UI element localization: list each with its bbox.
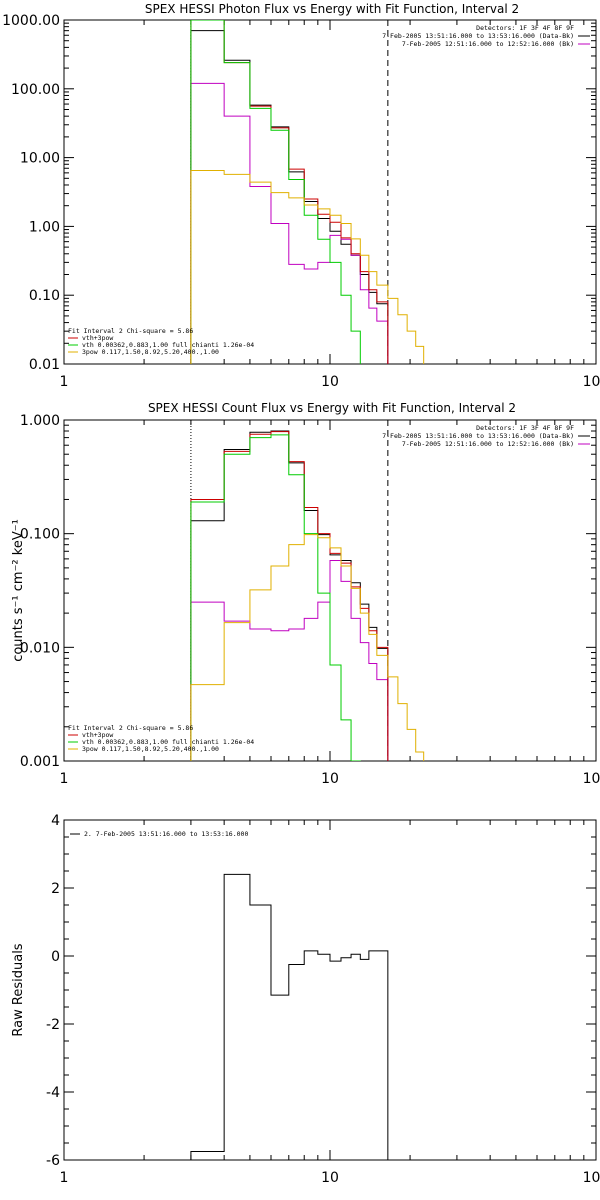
x-tick-label: 10 <box>321 771 339 787</box>
series-line-4 <box>190 169 425 364</box>
count-flux-panel: SPEX HESSI Count Flux vs Energy with Fit… <box>11 401 600 787</box>
y-tick-label: -2 <box>46 1017 60 1033</box>
y-tick-label: -6 <box>46 1153 60 1169</box>
count-panel-title: SPEX HESSI Count Flux vs Energy with Fit… <box>148 401 516 415</box>
x-tick-label: 1 <box>60 1170 69 1186</box>
legend-text: 7-Feb-2005 12:51:16.000 to 12:52:16.000 … <box>402 40 574 48</box>
residuals-plot-area: 1 10 100 4 2 0 -2 -4 -6 Raw Residuals 2. 7-Feb-200… <box>11 813 600 1186</box>
legend-text: 3pow 0.117,1.50,8.92,5.20,400.,1.00 <box>82 745 219 753</box>
x-tick-label: 1 <box>60 771 69 787</box>
legend-text: vth 0.00362,0.883,1.00 full chianti 1.26… <box>82 341 254 349</box>
legend-text: 7-Feb-2005 12:51:16.000 to 12:52:16.000 … <box>402 440 574 448</box>
legend-text: vth+3pow <box>82 731 113 739</box>
plot-frame <box>63 19 597 365</box>
series-line-3 <box>190 434 361 761</box>
y-tick-label: 0.010 <box>20 640 60 656</box>
y-tick-label: 1.00 <box>29 219 60 235</box>
y-axis-label: counts s⁻¹ cm⁻² keV⁻¹ <box>11 519 26 662</box>
legend-text: 7-Feb-2005 13:51:16.000 to 13:53:16.000 … <box>382 432 574 440</box>
count-plot-area: 1 10 100 1.000 0.100 0.010 0.001 counts s⁻¹ cm⁻… <box>11 413 600 787</box>
y-tick-label: 0.01 <box>29 357 60 373</box>
x-tick-label: 1 <box>60 374 69 390</box>
legend-text: 3pow 0.117,1.50,8.92,5.20,400.,1.00 <box>82 348 219 356</box>
legend-text: vth 0.00362,0.883,1.00 full chianti 1.26… <box>82 738 254 746</box>
y-tick-label: 0 <box>51 949 60 965</box>
plot-frame <box>63 819 597 1161</box>
x-tick-label: 10 <box>321 1170 339 1186</box>
legend-text: vth+3pow <box>82 334 113 342</box>
series-line-0 <box>190 430 389 761</box>
y-tick-label: 1.000 <box>20 413 60 429</box>
series-line-1 <box>190 82 389 364</box>
residuals-panel: 1 10 100 4 2 0 -2 -4 -6 Raw Residuals 2. 7-Feb-200… <box>11 813 600 1186</box>
legend-text: 2. 7-Feb-2005 13:51:16.000 to 13:53:16.0… <box>84 830 248 838</box>
legend-text: Fit Interval 2 Chi-square = 5.86 <box>68 724 193 732</box>
photon-panel-title: SPEX HESSI Photon Flux vs Energy with Fi… <box>145 2 519 16</box>
legend-text: 7-Feb-2005 13:51:16.000 to 13:53:16.000 … <box>382 32 574 40</box>
series-line-2 <box>190 20 389 364</box>
x-tick-label: 100 <box>583 374 600 390</box>
y-tick-label: 0.001 <box>20 754 60 770</box>
series-line-0 <box>190 873 389 1160</box>
series-line-4 <box>190 534 425 761</box>
y-tick-label: 10.00 <box>20 151 60 167</box>
legend-text: Fit Interval 2 Chi-square = 5.86 <box>68 327 193 335</box>
y-tick-label: 0.10 <box>29 288 60 304</box>
x-tick-label: 100 <box>583 771 600 787</box>
x-tick-label: 100 <box>583 1170 600 1186</box>
legend-text: Detectors: 1F 3F 4F 8F 9F <box>476 424 574 432</box>
photon-plot-area: 1 10 100 1000.00 100.00 10.00 1.00 0.10 0.01 Dete… <box>2 13 600 390</box>
y-axis-label: Raw Residuals <box>11 943 26 1036</box>
photon-flux-panel: SPEX HESSI Photon Flux vs Energy with Fi… <box>2 2 600 390</box>
x-tick-label: 10 <box>321 374 339 390</box>
y-tick-label: 4 <box>51 813 60 829</box>
y-tick-label: 100.00 <box>11 82 60 98</box>
y-tick-label: 1000.00 <box>2 13 60 29</box>
y-tick-label: -4 <box>46 1085 60 1101</box>
y-tick-label: 2 <box>51 881 60 897</box>
y-tick-label: 0.100 <box>20 527 60 543</box>
series-line-2 <box>190 431 389 761</box>
series-line-1 <box>190 560 389 761</box>
legend-text: Detectors: 1F 3F 4F 8F 9F <box>476 24 574 32</box>
